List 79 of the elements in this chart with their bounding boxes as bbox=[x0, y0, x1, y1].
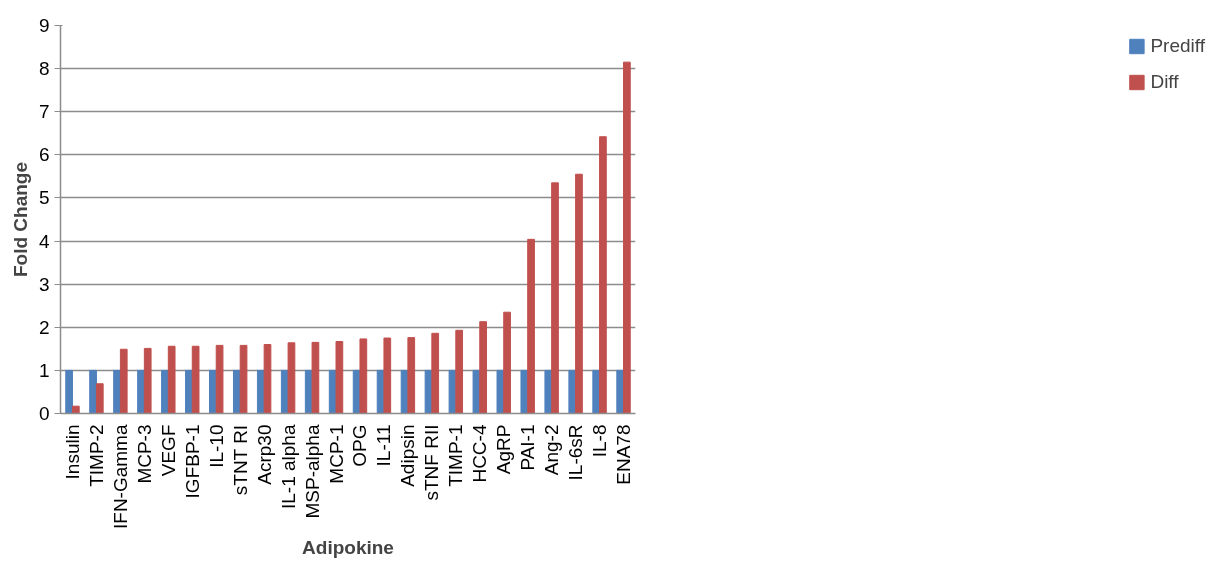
bar bbox=[209, 369, 217, 414]
legend-label: Diff bbox=[1150, 71, 1179, 93]
bar bbox=[263, 344, 272, 414]
x-tick-label: HCC-4 bbox=[469, 424, 491, 483]
y-tick-label: 4 bbox=[38, 230, 50, 252]
bar bbox=[215, 344, 224, 414]
x-tick-label: TIMP-2 bbox=[85, 424, 107, 487]
bar bbox=[161, 369, 169, 414]
bar bbox=[232, 369, 241, 414]
bar bbox=[239, 344, 248, 414]
x-tick-label: OPG bbox=[349, 424, 371, 467]
bar bbox=[599, 136, 607, 414]
bar bbox=[89, 369, 97, 414]
x-tick-label: MCP-1 bbox=[325, 424, 347, 484]
bar bbox=[383, 337, 392, 414]
bar bbox=[575, 173, 583, 414]
bar bbox=[479, 321, 487, 414]
x-tick-label: MSP-alpha bbox=[301, 424, 323, 519]
bar bbox=[113, 369, 121, 414]
bar bbox=[551, 182, 559, 414]
x-tick-label: IL-11 bbox=[373, 424, 395, 467]
x-tick-label: IL-6sR bbox=[565, 424, 587, 481]
bar bbox=[65, 369, 73, 414]
x-tick-label: MCP-3 bbox=[133, 424, 155, 484]
x-tick-label: Insulin bbox=[61, 424, 83, 480]
x-tick-label: AgRP bbox=[493, 424, 515, 475]
x-tick-label: Ang-2 bbox=[541, 424, 563, 476]
x-tick-label: sTNT RI bbox=[229, 424, 251, 496]
x-tick-label: TIMP-1 bbox=[445, 424, 467, 487]
x-tick-label: IFN-Gamma bbox=[109, 424, 131, 529]
x-tick-label: PAI-1 bbox=[517, 424, 539, 471]
bar bbox=[335, 341, 344, 414]
y-tick-label: 6 bbox=[38, 144, 50, 166]
y-tick-label: 7 bbox=[38, 101, 50, 123]
bar bbox=[185, 369, 193, 414]
bar bbox=[568, 369, 577, 414]
x-tick-label: IGFBP-1 bbox=[181, 424, 203, 499]
bar bbox=[119, 348, 128, 414]
y-tick-label: 2 bbox=[38, 316, 50, 338]
y-axis-title: Fold Change bbox=[9, 161, 31, 278]
bar bbox=[520, 369, 529, 414]
x-tick-label: IL-8 bbox=[589, 424, 611, 458]
bar bbox=[311, 341, 320, 414]
x-tick-label: ENA78 bbox=[613, 424, 635, 485]
bar bbox=[448, 369, 457, 414]
y-tick-label: 0 bbox=[38, 403, 50, 424]
x-tick-label: sTNF RII bbox=[421, 424, 443, 501]
x-tick-label: VEGF bbox=[157, 424, 179, 477]
y-tick-label: 5 bbox=[38, 187, 50, 209]
bar bbox=[616, 369, 625, 414]
y-tick-label: 1 bbox=[38, 359, 50, 381]
bar bbox=[137, 369, 145, 414]
x-tick-label: Adipsin bbox=[397, 424, 419, 487]
bar bbox=[287, 342, 296, 414]
bar bbox=[143, 347, 152, 414]
bar bbox=[407, 337, 416, 414]
bar bbox=[95, 383, 104, 414]
bar bbox=[455, 329, 464, 414]
x-axis-title: Adipokine bbox=[302, 537, 394, 558]
bar bbox=[71, 405, 80, 414]
bar bbox=[623, 61, 631, 414]
bar bbox=[359, 338, 368, 414]
legend-label: Prediff bbox=[1150, 35, 1205, 57]
bar bbox=[592, 369, 601, 414]
bar bbox=[424, 369, 433, 414]
x-tick-label: IL-1 alpha bbox=[277, 424, 299, 510]
bar bbox=[544, 369, 553, 414]
y-tick-label: 8 bbox=[38, 58, 50, 80]
y-tick-label: 9 bbox=[38, 15, 50, 36]
bar bbox=[496, 369, 505, 414]
bar bbox=[503, 311, 511, 414]
bar bbox=[191, 345, 200, 414]
x-tick-label: IL-10 bbox=[205, 424, 227, 468]
bar bbox=[472, 369, 481, 414]
bar bbox=[527, 238, 535, 414]
x-tick-label: Acrp30 bbox=[253, 424, 275, 485]
bar bbox=[431, 332, 440, 414]
y-tick-label: 3 bbox=[38, 273, 50, 295]
bar bbox=[167, 345, 176, 414]
